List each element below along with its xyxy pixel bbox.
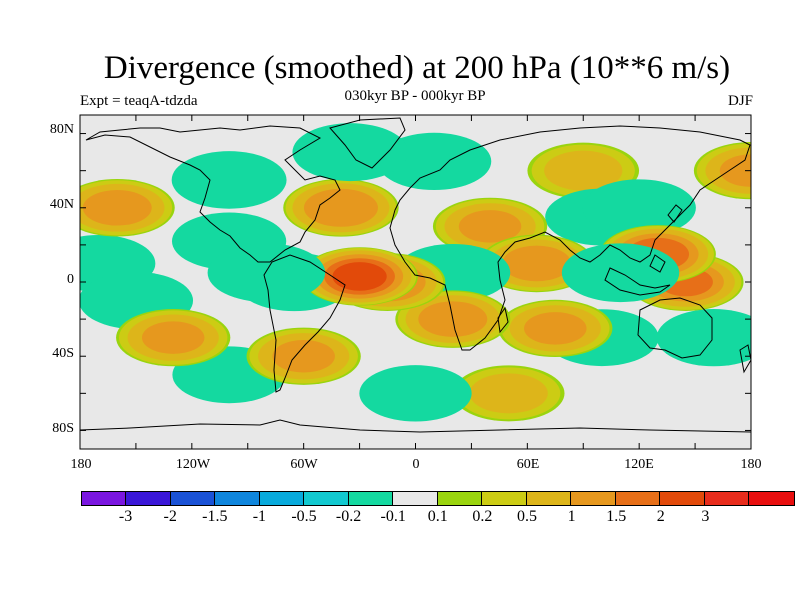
- contour-band: [303, 188, 378, 227]
- colorbar-swatch: [348, 492, 394, 505]
- x-tick-label: 0: [412, 457, 420, 472]
- y-tick-label: 40N: [49, 197, 74, 212]
- colorbar-label: 3: [701, 508, 710, 525]
- y-tick-label: 0: [67, 272, 74, 287]
- contour-band: [458, 210, 522, 243]
- x-tick-label: 120E: [624, 457, 654, 472]
- contour-band: [469, 373, 548, 414]
- colorbar-swatch: [437, 492, 483, 505]
- contour-band: [82, 190, 152, 226]
- colorbar-label: -0.2: [335, 508, 362, 525]
- colorbar-swatch: [482, 492, 527, 505]
- contour-band: [332, 262, 387, 291]
- colorbar-swatch: [571, 492, 616, 505]
- contour-band: [719, 154, 751, 187]
- y-tick-label: 80N: [49, 122, 74, 137]
- y-tick-label: 80S: [52, 421, 74, 436]
- experiment-label: Expt = teaqA-tdzda: [80, 93, 198, 109]
- contour-band: [141, 321, 205, 354]
- x-tick-label: 60W: [290, 457, 318, 472]
- chart-title: Divergence (smoothed) at 200 hPa (10**6 …: [103, 50, 731, 86]
- colorbar-label: -1: [252, 508, 267, 525]
- x-tick-label: 180: [70, 457, 92, 472]
- colorbar-swatch: [82, 492, 127, 505]
- contour-band: [359, 365, 472, 422]
- x-tick-label: 120W: [175, 457, 211, 472]
- colorbar-label: 1.5: [606, 508, 627, 525]
- colorbar-swatch: [660, 492, 705, 505]
- contour-band: [582, 179, 696, 237]
- colorbar-swatch: [749, 492, 794, 505]
- x-tick-label: 60E: [516, 457, 540, 472]
- colorbar-label: -2: [163, 508, 177, 525]
- colorbar-swatch: [304, 492, 349, 505]
- colorbar-swatch: [170, 492, 216, 505]
- colorbar-swatch: [526, 492, 572, 505]
- colorbar-label: 1: [567, 508, 576, 525]
- colorbar-label: -3: [118, 508, 133, 525]
- colorbar-swatch: [126, 492, 171, 505]
- colorbar-swatch: [704, 492, 750, 505]
- chart-subtitle: 030kyr BP - 000kyr BP: [344, 88, 486, 104]
- season-label: DJF: [727, 93, 753, 109]
- axis-ticks: [79, 115, 752, 449]
- contour-band: [502, 245, 572, 282]
- contour-band: [171, 151, 287, 209]
- colorbar-label: 0.5: [517, 508, 537, 525]
- colorbar-swatch: [615, 492, 661, 505]
- colorbar-label: 0.1: [427, 508, 448, 525]
- contour-band: [207, 243, 326, 303]
- colorbar-label: 2: [656, 508, 665, 525]
- colorbar-swatch: [393, 492, 438, 505]
- contour-band: [656, 309, 751, 367]
- colorbar-label: -1.5: [202, 508, 228, 525]
- colorbar-label: -0.5: [291, 508, 317, 525]
- colorbar-swatch: [259, 492, 305, 505]
- colorbar-label: 0.2: [472, 508, 493, 525]
- contour-band: [524, 312, 587, 345]
- colorbar-label: -0.1: [380, 508, 406, 525]
- coastlines: [80, 117, 751, 433]
- contour-band: [544, 150, 623, 191]
- contour-band: [272, 339, 335, 373]
- colorbar-swatch: [215, 492, 260, 505]
- x-tick-label: 180: [740, 457, 762, 472]
- y-tick-label: 40S: [52, 346, 74, 361]
- colorbar: [81, 491, 795, 506]
